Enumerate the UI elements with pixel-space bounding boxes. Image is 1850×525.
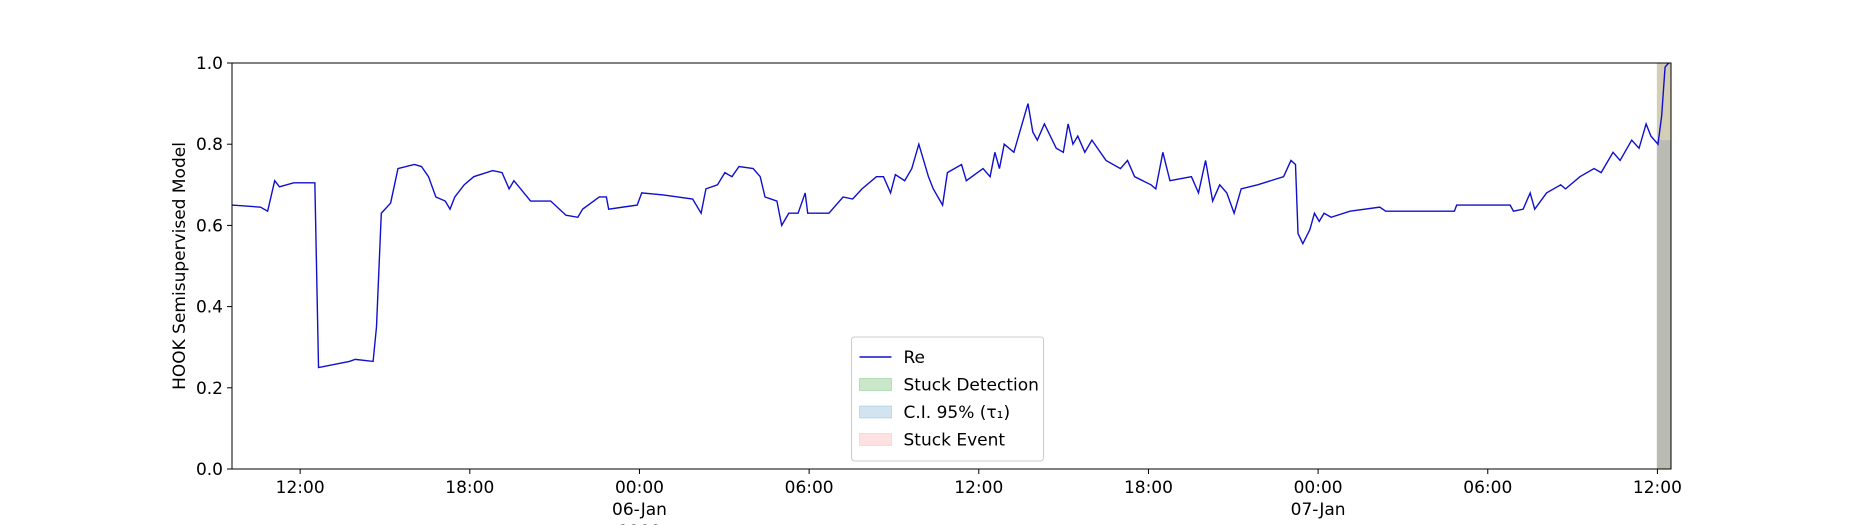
y-axis-label: HOOK Semisupervised Model	[170, 142, 190, 390]
legend-swatch	[859, 433, 892, 446]
x-tick-label: 06:00	[1463, 478, 1512, 498]
x-tick-label: 12:00	[276, 478, 325, 498]
x-tick-label: 06:00	[785, 478, 834, 498]
x-tick-label: 12:00	[1633, 478, 1682, 498]
legend-label: Re	[904, 348, 926, 368]
x-tick-label: 00:00 07-Jan	[1291, 478, 1346, 520]
x-tick-label: 12:00	[954, 478, 1003, 498]
shaded-band	[1656, 140, 1671, 469]
shaded-band	[1656, 63, 1671, 469]
y-tick-label: 0.8	[196, 135, 223, 155]
x-tick-label: 18:00	[445, 478, 494, 498]
legend-label: C.I. 95% (τ₁)	[904, 403, 1011, 423]
y-tick-label: 0.6	[196, 216, 223, 236]
legend-label: Stuck Detection	[904, 376, 1039, 396]
legend-swatch	[859, 378, 892, 391]
y-tick-label: 0.2	[196, 379, 223, 399]
x-tick-label: 18:00	[1124, 478, 1173, 498]
y-tick-label: 0.0	[196, 460, 223, 480]
legend-box	[851, 336, 1044, 462]
shaded-band	[1656, 63, 1671, 469]
line	[231, 62, 1670, 369]
y-tick-label: 0.4	[196, 298, 223, 318]
legend-label: Stuck Event	[904, 431, 1006, 451]
y-tick-label: 1.0	[196, 54, 223, 74]
legend-swatch	[859, 405, 892, 419]
legend: Re Stuck Detection C.I. 95% (τ₁) Stuck Even…	[851, 336, 1044, 462]
plot-frame	[231, 62, 1672, 470]
